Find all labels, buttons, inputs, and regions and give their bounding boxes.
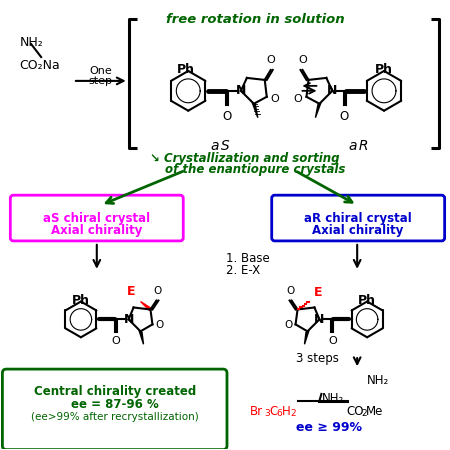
Text: a R: a R — [349, 139, 369, 153]
Text: Me: Me — [366, 405, 383, 418]
Text: One: One — [90, 66, 112, 76]
Text: ee = 87-96 %: ee = 87-96 % — [71, 398, 158, 411]
Polygon shape — [315, 103, 321, 117]
Text: Central chirality created: Central chirality created — [34, 385, 196, 398]
Text: NH₂: NH₂ — [19, 36, 43, 49]
Text: N: N — [123, 313, 134, 326]
Text: Ph: Ph — [375, 63, 393, 76]
Polygon shape — [305, 330, 309, 344]
Text: ↘ Crystallization and sorting: ↘ Crystallization and sorting — [150, 153, 340, 166]
Text: 3 steps: 3 steps — [297, 352, 339, 365]
Text: N: N — [314, 313, 324, 326]
Text: O: O — [111, 336, 120, 346]
Text: of the enantiopure crystals: of the enantiopure crystals — [165, 163, 345, 176]
Text: 6: 6 — [277, 409, 283, 418]
Text: O: O — [298, 55, 307, 65]
Text: O: O — [284, 320, 292, 330]
Text: E: E — [314, 286, 322, 298]
Text: O: O — [287, 286, 295, 296]
FancyBboxPatch shape — [272, 195, 445, 241]
Text: O: O — [266, 55, 275, 65]
Text: aS chiral crystal: aS chiral crystal — [43, 212, 150, 225]
Text: Ph: Ph — [72, 293, 90, 306]
Text: C: C — [270, 405, 278, 418]
Text: N: N — [327, 84, 338, 97]
Polygon shape — [252, 103, 258, 117]
Text: ee ≥ 99%: ee ≥ 99% — [297, 421, 362, 434]
Text: O: O — [340, 110, 349, 123]
Text: 2: 2 — [291, 409, 296, 418]
Polygon shape — [140, 302, 152, 310]
Text: H: H — [282, 405, 290, 418]
Text: 2. E-X: 2. E-X — [226, 264, 260, 277]
Text: free rotation in solution: free rotation in solution — [166, 14, 344, 26]
Text: step: step — [89, 76, 113, 86]
Text: O: O — [222, 110, 232, 123]
Text: CO₂Na: CO₂Na — [19, 59, 60, 72]
Text: (ee>99% after recrystallization): (ee>99% after recrystallization) — [31, 412, 198, 422]
Polygon shape — [139, 330, 144, 344]
Text: Axial chirality: Axial chirality — [312, 224, 404, 237]
Text: CO: CO — [346, 405, 364, 418]
Text: O: O — [328, 336, 337, 346]
Text: 2: 2 — [361, 409, 367, 418]
Text: O: O — [271, 94, 279, 104]
Text: Ph: Ph — [177, 63, 195, 76]
Text: 1. Base: 1. Base — [226, 252, 270, 265]
Text: Axial chirality: Axial chirality — [51, 224, 143, 237]
Text: a S: a S — [211, 139, 230, 153]
Text: NH₂: NH₂ — [367, 374, 389, 387]
Text: aR chiral crystal: aR chiral crystal — [304, 212, 412, 225]
Text: O: O — [153, 286, 162, 296]
FancyBboxPatch shape — [2, 369, 227, 450]
Text: 3: 3 — [265, 409, 270, 418]
Text: NH₂: NH₂ — [321, 392, 344, 405]
Text: N: N — [236, 84, 246, 97]
Text: E: E — [127, 284, 135, 297]
Text: Br: Br — [250, 405, 263, 418]
Text: Ph: Ph — [358, 293, 376, 306]
Text: O: O — [294, 94, 302, 104]
Text: O: O — [155, 320, 164, 330]
FancyBboxPatch shape — [10, 195, 183, 241]
